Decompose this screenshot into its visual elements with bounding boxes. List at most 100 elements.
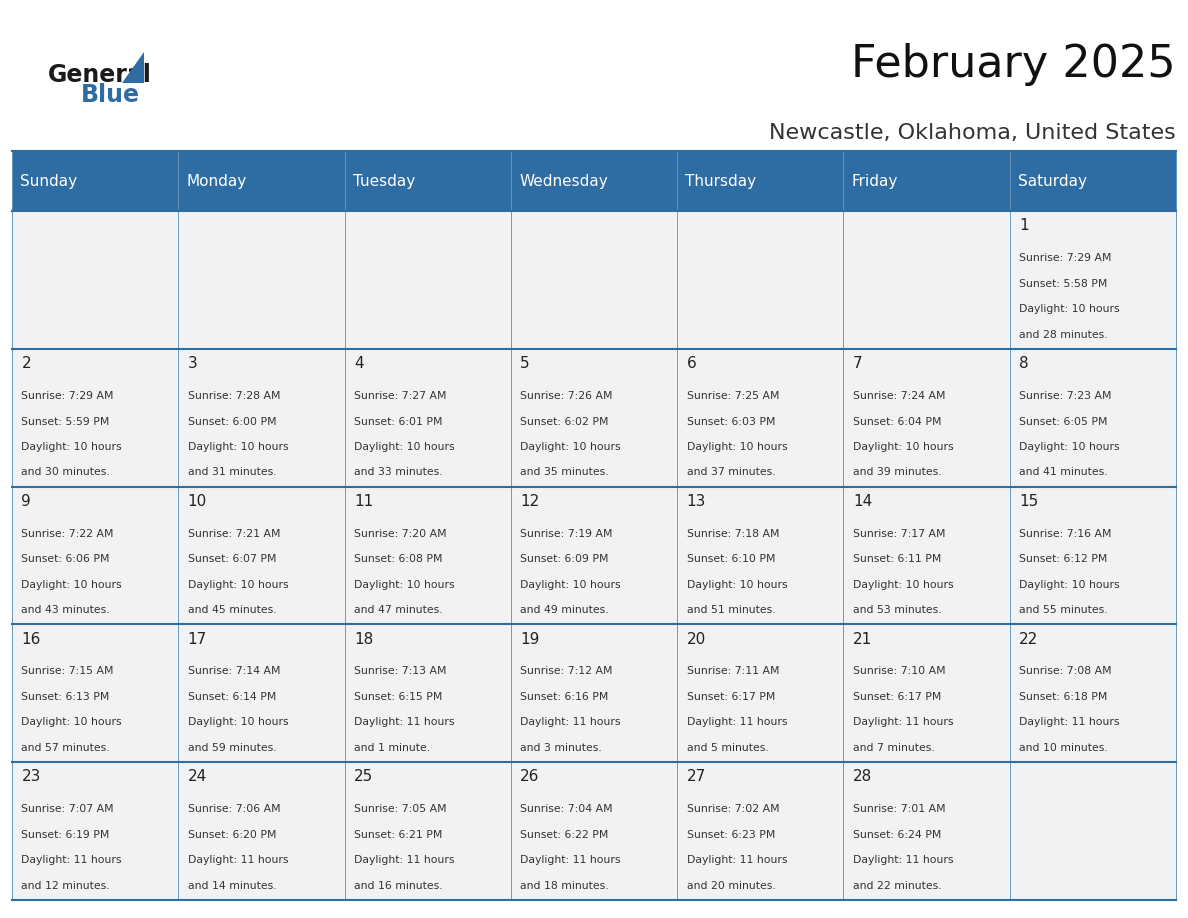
Text: and 7 minutes.: and 7 minutes. (853, 743, 935, 753)
Text: Sunset: 6:15 PM: Sunset: 6:15 PM (354, 692, 442, 702)
Text: Sunrise: 7:22 AM: Sunrise: 7:22 AM (21, 529, 114, 539)
Text: 18: 18 (354, 632, 373, 646)
FancyBboxPatch shape (1010, 624, 1176, 762)
FancyBboxPatch shape (511, 211, 677, 349)
Text: Sunset: 6:03 PM: Sunset: 6:03 PM (687, 417, 775, 427)
Text: Daylight: 10 hours: Daylight: 10 hours (354, 442, 455, 452)
Text: Daylight: 10 hours: Daylight: 10 hours (687, 580, 788, 589)
FancyBboxPatch shape (345, 151, 511, 211)
Text: Sunrise: 7:01 AM: Sunrise: 7:01 AM (853, 804, 946, 814)
FancyBboxPatch shape (677, 349, 843, 487)
Text: Friday: Friday (852, 174, 898, 189)
Text: Sunrise: 7:19 AM: Sunrise: 7:19 AM (520, 529, 613, 539)
FancyBboxPatch shape (511, 487, 677, 624)
Text: Tuesday: Tuesday (353, 174, 415, 189)
Text: and 49 minutes.: and 49 minutes. (520, 605, 609, 615)
Text: General: General (48, 63, 151, 87)
FancyBboxPatch shape (12, 151, 178, 211)
Text: 14: 14 (853, 494, 872, 509)
Text: 1: 1 (1019, 218, 1029, 233)
Text: Daylight: 11 hours: Daylight: 11 hours (1019, 717, 1120, 727)
Text: 12: 12 (520, 494, 539, 509)
FancyBboxPatch shape (843, 151, 1010, 211)
Text: Thursday: Thursday (685, 174, 757, 189)
FancyBboxPatch shape (345, 624, 511, 762)
Text: Monday: Monday (187, 174, 247, 189)
FancyBboxPatch shape (178, 487, 345, 624)
Text: Sunrise: 7:14 AM: Sunrise: 7:14 AM (188, 666, 280, 677)
FancyBboxPatch shape (178, 211, 345, 349)
Text: Saturday: Saturday (1018, 174, 1087, 189)
Text: Daylight: 11 hours: Daylight: 11 hours (853, 856, 954, 865)
Text: 25: 25 (354, 769, 373, 784)
Text: 21: 21 (853, 632, 872, 646)
FancyBboxPatch shape (345, 762, 511, 900)
FancyBboxPatch shape (1010, 349, 1176, 487)
Text: Daylight: 11 hours: Daylight: 11 hours (520, 856, 621, 865)
Text: 13: 13 (687, 494, 706, 509)
FancyBboxPatch shape (677, 487, 843, 624)
Text: and 59 minutes.: and 59 minutes. (188, 743, 277, 753)
Text: Daylight: 10 hours: Daylight: 10 hours (687, 442, 788, 452)
Text: Sunset: 6:02 PM: Sunset: 6:02 PM (520, 417, 608, 427)
Text: Daylight: 11 hours: Daylight: 11 hours (354, 856, 455, 865)
Text: and 47 minutes.: and 47 minutes. (354, 605, 443, 615)
FancyBboxPatch shape (12, 349, 178, 487)
Text: and 12 minutes.: and 12 minutes. (21, 880, 110, 890)
Text: Sunset: 6:11 PM: Sunset: 6:11 PM (853, 554, 941, 565)
Text: Sunrise: 7:25 AM: Sunrise: 7:25 AM (687, 391, 779, 401)
FancyBboxPatch shape (677, 762, 843, 900)
Text: and 43 minutes.: and 43 minutes. (21, 605, 110, 615)
Text: Daylight: 10 hours: Daylight: 10 hours (1019, 304, 1120, 314)
Text: Sunset: 6:05 PM: Sunset: 6:05 PM (1019, 417, 1107, 427)
FancyBboxPatch shape (677, 151, 843, 211)
FancyBboxPatch shape (843, 624, 1010, 762)
FancyBboxPatch shape (12, 624, 178, 762)
Text: Daylight: 10 hours: Daylight: 10 hours (188, 442, 289, 452)
FancyBboxPatch shape (511, 349, 677, 487)
Text: and 41 minutes.: and 41 minutes. (1019, 467, 1108, 477)
Text: Sunrise: 7:15 AM: Sunrise: 7:15 AM (21, 666, 114, 677)
Text: Daylight: 10 hours: Daylight: 10 hours (21, 717, 122, 727)
Text: Daylight: 10 hours: Daylight: 10 hours (1019, 580, 1120, 589)
Text: Sunset: 6:17 PM: Sunset: 6:17 PM (853, 692, 941, 702)
Text: 24: 24 (188, 769, 207, 784)
FancyBboxPatch shape (843, 211, 1010, 349)
Text: Sunset: 6:23 PM: Sunset: 6:23 PM (687, 830, 775, 840)
Text: and 16 minutes.: and 16 minutes. (354, 880, 443, 890)
Text: Daylight: 11 hours: Daylight: 11 hours (188, 856, 289, 865)
Text: Daylight: 10 hours: Daylight: 10 hours (188, 717, 289, 727)
Text: Sunset: 6:21 PM: Sunset: 6:21 PM (354, 830, 442, 840)
Text: and 51 minutes.: and 51 minutes. (687, 605, 776, 615)
FancyBboxPatch shape (345, 349, 511, 487)
Text: and 10 minutes.: and 10 minutes. (1019, 743, 1108, 753)
Text: Sunday: Sunday (20, 174, 77, 189)
Text: Sunrise: 7:13 AM: Sunrise: 7:13 AM (354, 666, 447, 677)
Text: 10: 10 (188, 494, 207, 509)
Text: and 33 minutes.: and 33 minutes. (354, 467, 443, 477)
Text: and 37 minutes.: and 37 minutes. (687, 467, 776, 477)
Text: Sunset: 6:10 PM: Sunset: 6:10 PM (687, 554, 775, 565)
Text: Daylight: 10 hours: Daylight: 10 hours (520, 580, 621, 589)
Text: and 20 minutes.: and 20 minutes. (687, 880, 776, 890)
Text: Sunrise: 7:26 AM: Sunrise: 7:26 AM (520, 391, 613, 401)
Text: Daylight: 11 hours: Daylight: 11 hours (520, 717, 621, 727)
Text: Sunset: 6:17 PM: Sunset: 6:17 PM (687, 692, 775, 702)
FancyBboxPatch shape (677, 624, 843, 762)
Text: Daylight: 11 hours: Daylight: 11 hours (354, 717, 455, 727)
FancyBboxPatch shape (178, 349, 345, 487)
Text: Daylight: 10 hours: Daylight: 10 hours (21, 580, 122, 589)
Text: Sunset: 6:13 PM: Sunset: 6:13 PM (21, 692, 109, 702)
Text: Sunrise: 7:24 AM: Sunrise: 7:24 AM (853, 391, 946, 401)
FancyBboxPatch shape (1010, 211, 1176, 349)
Text: and 30 minutes.: and 30 minutes. (21, 467, 110, 477)
FancyBboxPatch shape (511, 762, 677, 900)
Text: Daylight: 10 hours: Daylight: 10 hours (1019, 442, 1120, 452)
Text: and 3 minutes.: and 3 minutes. (520, 743, 602, 753)
Text: Sunset: 6:12 PM: Sunset: 6:12 PM (1019, 554, 1107, 565)
Text: 9: 9 (21, 494, 31, 509)
Text: Sunset: 6:16 PM: Sunset: 6:16 PM (520, 692, 608, 702)
Text: February 2025: February 2025 (852, 43, 1176, 85)
FancyBboxPatch shape (843, 349, 1010, 487)
Text: Daylight: 10 hours: Daylight: 10 hours (853, 442, 954, 452)
